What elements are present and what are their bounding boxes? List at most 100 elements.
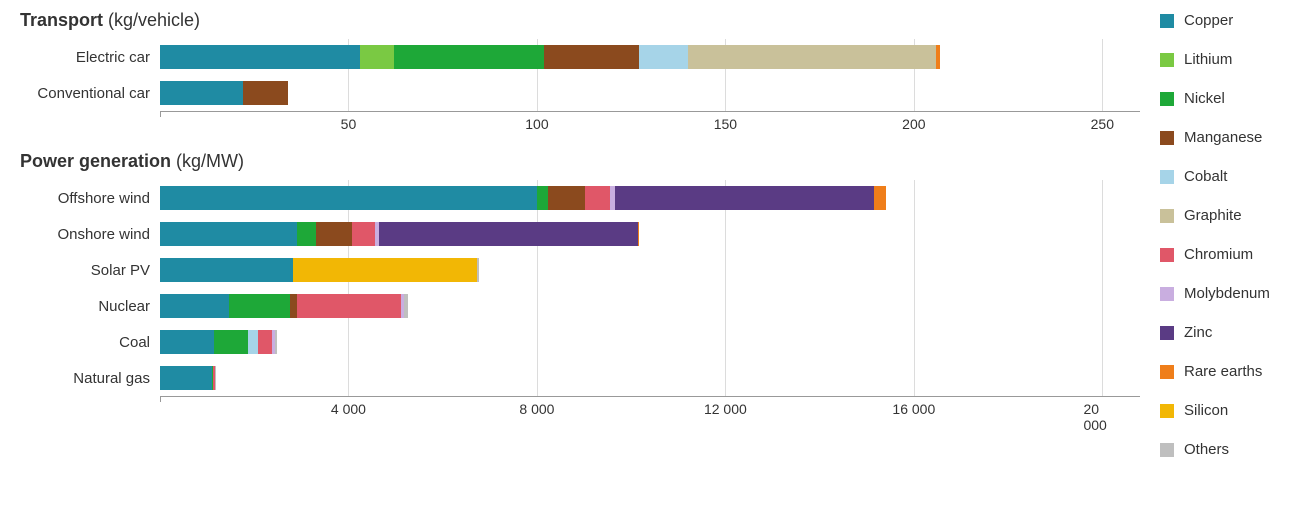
legend-label: Lithium: [1184, 51, 1232, 68]
row-label: Nuclear: [20, 298, 160, 315]
legend-swatch-cobalt: [1160, 170, 1174, 184]
axis-tick: 250: [1091, 116, 1114, 132]
axis-tick: 4 000: [331, 401, 366, 417]
axis-tick: 8 000: [519, 401, 554, 417]
legend-label: Silicon: [1184, 402, 1228, 419]
table-row: Nuclear: [20, 288, 1140, 324]
bar-track: [160, 330, 1140, 354]
legend-swatch-molybdenum: [1160, 287, 1174, 301]
legend-swatch-nickel: [1160, 92, 1174, 106]
segment-chromium: [352, 222, 374, 246]
segment-others: [275, 330, 277, 354]
legend-item-lithium: Lithium: [1160, 51, 1290, 68]
bar-stack: [160, 81, 1140, 105]
legend-item-graphite: Graphite: [1160, 207, 1290, 224]
segment-nickel: [537, 186, 548, 210]
segment-chromium: [297, 294, 400, 318]
segment-nickel: [214, 330, 248, 354]
legend-label: Cobalt: [1184, 168, 1227, 185]
bar-track: [160, 81, 1140, 105]
legend-label: Chromium: [1184, 246, 1253, 263]
legend-item-zinc: Zinc: [1160, 324, 1290, 341]
x-axis: 4 0008 00012 00016 00020 000: [160, 396, 1140, 418]
bar-track: [160, 222, 1140, 246]
chart-area: Offshore wind Onshore wind Solar PV Nuclear…: [20, 180, 1140, 396]
bar-stack: [160, 222, 1140, 246]
panel-title-bold: Power generation: [20, 151, 171, 171]
table-row: Natural gas: [20, 360, 1140, 396]
legend-item-molybdenum: Molybdenum: [1160, 285, 1290, 302]
legend-item-chromium: Chromium: [1160, 246, 1290, 263]
axis-tick: 16 000: [892, 401, 935, 417]
legend-swatch-others: [1160, 443, 1174, 457]
table-row: Coal: [20, 324, 1140, 360]
legend: CopperLithiumNickelManganeseCobaltGraphi…: [1140, 10, 1290, 480]
axis-tick: 150: [714, 116, 737, 132]
segment-rareearths: [874, 186, 885, 210]
legend-swatch-chromium: [1160, 248, 1174, 262]
row-label: Coal: [20, 334, 160, 351]
legend-swatch-copper: [1160, 14, 1174, 28]
panel-title-unit: (kg/MW): [171, 151, 244, 171]
legend-item-nickel: Nickel: [1160, 90, 1290, 107]
row-label: Electric car: [20, 49, 160, 66]
segment-zinc: [615, 186, 874, 210]
table-row: Electric car: [20, 39, 1140, 75]
row-label: Offshore wind: [20, 190, 160, 207]
segment-others: [215, 366, 216, 390]
row-label: Solar PV: [20, 262, 160, 279]
row-label: Onshore wind: [20, 226, 160, 243]
legend-swatch-graphite: [1160, 209, 1174, 223]
segment-chromium: [258, 330, 273, 354]
axis-tick: 200: [902, 116, 925, 132]
bar-stack: [160, 186, 1140, 210]
segment-nickel: [229, 294, 290, 318]
row-label: Conventional car: [20, 85, 160, 102]
legend-label: Manganese: [1184, 129, 1262, 146]
bar-track: [160, 366, 1140, 390]
chart-area: Electric car Conventional car: [20, 39, 1140, 111]
bar-track: [160, 186, 1140, 210]
segment-rareearths: [936, 45, 940, 69]
panel-0: Transport (kg/vehicle) Electric car Conven…: [20, 10, 1140, 133]
legend-item-rareearths: Rare earths: [1160, 363, 1290, 380]
legend-swatch-zinc: [1160, 326, 1174, 340]
legend-swatch-manganese: [1160, 131, 1174, 145]
table-row: Solar PV: [20, 252, 1140, 288]
panel-title: Power generation (kg/MW): [20, 151, 1140, 172]
segment-copper: [160, 81, 243, 105]
bar-stack: [160, 366, 1140, 390]
segment-manganese: [544, 45, 638, 69]
legend-label: Graphite: [1184, 207, 1242, 224]
legend-item-silicon: Silicon: [1160, 402, 1290, 419]
legend-swatch-rareearths: [1160, 365, 1174, 379]
panel-title: Transport (kg/vehicle): [20, 10, 1140, 31]
table-row: Onshore wind: [20, 216, 1140, 252]
segment-nickel: [394, 45, 545, 69]
segment-nickel: [297, 222, 316, 246]
segment-rareearths: [638, 222, 639, 246]
axis-tick: 20 000: [1083, 401, 1121, 433]
row-label: Natural gas: [20, 370, 160, 387]
legend-item-manganese: Manganese: [1160, 129, 1290, 146]
bar-track: [160, 294, 1140, 318]
legend-label: Molybdenum: [1184, 285, 1270, 302]
segment-silicon: [293, 258, 477, 282]
charts-region: Transport (kg/vehicle) Electric car Conven…: [20, 10, 1140, 480]
table-row: Conventional car: [20, 75, 1140, 111]
segment-cobalt: [248, 330, 257, 354]
segment-copper: [160, 186, 537, 210]
bar-track: [160, 258, 1140, 282]
bar-stack: [160, 294, 1140, 318]
table-row: Offshore wind: [20, 180, 1140, 216]
bar-stack: [160, 330, 1140, 354]
segment-copper: [160, 222, 297, 246]
segment-copper: [160, 258, 293, 282]
axis-tick: 100: [525, 116, 548, 132]
legend-label: Rare earths: [1184, 363, 1262, 380]
segment-zinc: [379, 222, 638, 246]
bar-track: [160, 45, 1140, 69]
axis-tick: 50: [341, 116, 357, 132]
panel-1: Power generation (kg/MW) Offshore wind Ons…: [20, 151, 1140, 418]
segment-lithium: [360, 45, 394, 69]
